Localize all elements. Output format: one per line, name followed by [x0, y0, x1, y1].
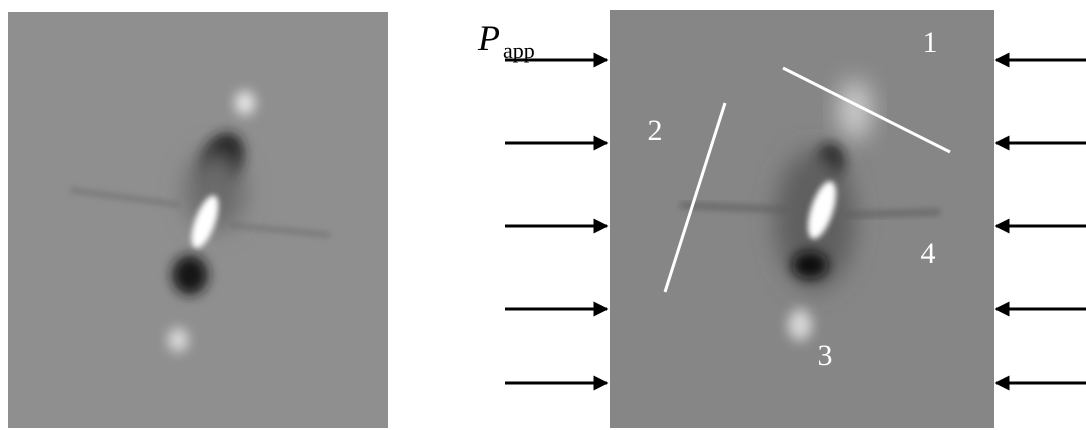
left-image: [8, 12, 388, 428]
region-label: 4: [921, 237, 936, 270]
load-symbol: P: [477, 18, 500, 58]
region-label: 3: [818, 339, 833, 372]
figure: 1 2 3 4 P app: [0, 0, 1086, 430]
region-label: 2: [648, 114, 663, 147]
right-image: 1 2 3 4: [610, 10, 994, 428]
region-label: 1: [923, 26, 938, 59]
